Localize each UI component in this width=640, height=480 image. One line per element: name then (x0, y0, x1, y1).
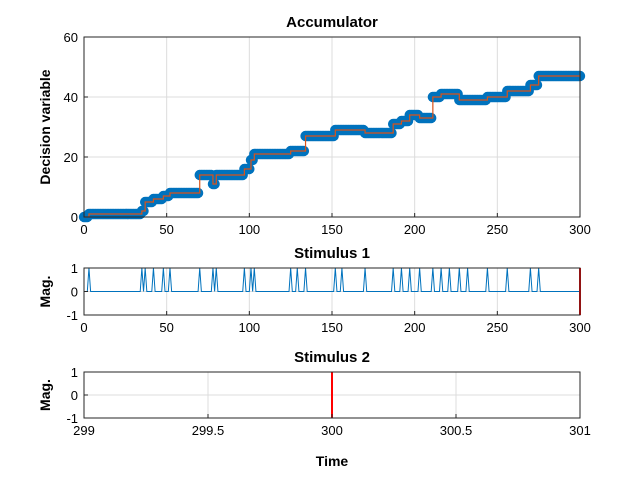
stimulus-2-xtick-label: 299.5 (192, 423, 225, 438)
accumulator-line (84, 75, 580, 218)
accumulator-ytick-label: 40 (64, 90, 78, 105)
accumulator-ytick-label: 20 (64, 150, 78, 165)
stimulus-2-ylabel: Mag. (37, 379, 53, 411)
stimulus-2-xtick-label: 299 (73, 423, 95, 438)
accumulator-ylabel: Decision variable (37, 69, 53, 184)
stimulus-2-xlabel: Time (316, 453, 349, 469)
stimulus-1-panel: 0 50 100 150 200 250 300-101 Stimulus 1 Mag. (37, 245, 591, 335)
stimulus-2-panel: 299 299.5 300 300.5 301-101 Stimulus 2 Mag. … (37, 349, 591, 469)
stimulus-1-xtick-label: 50 (159, 320, 173, 335)
accumulator-title: Accumulator (286, 14, 378, 31)
accumulator-xtick-label: 250 (486, 222, 508, 237)
stimulus-2-title: Stimulus 2 (294, 349, 370, 366)
accumulator-xtick-label: 50 (159, 222, 173, 237)
stimulus-1-xtick-label: 200 (404, 320, 426, 335)
stimulus-1-ytick-label: -1 (66, 308, 78, 323)
stimulus-1-xtick-label: 250 (486, 320, 508, 335)
stimulus-1-ylabel: Mag. (37, 276, 53, 308)
stimulus-2-xtick-label: 300 (321, 423, 343, 438)
stimulus-1-xtick-label: 150 (321, 320, 343, 335)
stimulus-2-ytick-label: -1 (66, 411, 78, 426)
stimulus-2-ytick-label: 1 (71, 365, 78, 380)
accumulator-ytick-label: 60 (64, 30, 78, 45)
accumulator-xtick-label: 0 (80, 222, 87, 237)
accumulator-xtick-label: 150 (321, 222, 343, 237)
accumulator-xtick-label: 100 (238, 222, 260, 237)
stimulus-2-ytick-label: 0 (71, 388, 78, 403)
accumulator-panel: 0 50 100 150 200 250 300 0 20 40 60 Accumulator De… (37, 14, 591, 237)
stimulus-1-ytick-label: 1 (71, 261, 78, 276)
stimulus-1-xtick-label: 100 (238, 320, 260, 335)
stimulus-1-line (84, 267, 580, 292)
stimulus-1-xtick-label: 0 (80, 320, 87, 335)
stimulus-1-xtick-label: 300 (569, 320, 591, 335)
stimulus-1-ytick-label: 0 (71, 285, 78, 300)
stimulus-1-title: Stimulus 1 (294, 245, 370, 262)
accumulator-xtick-label: 200 (404, 222, 426, 237)
stimulus-2-xtick-label: 301 (569, 423, 591, 438)
stimulus-2-xtick-label: 300.5 (440, 423, 473, 438)
accumulator-xtick-label: 300 (569, 222, 591, 237)
accumulator-ytick-label: 0 (71, 210, 78, 225)
